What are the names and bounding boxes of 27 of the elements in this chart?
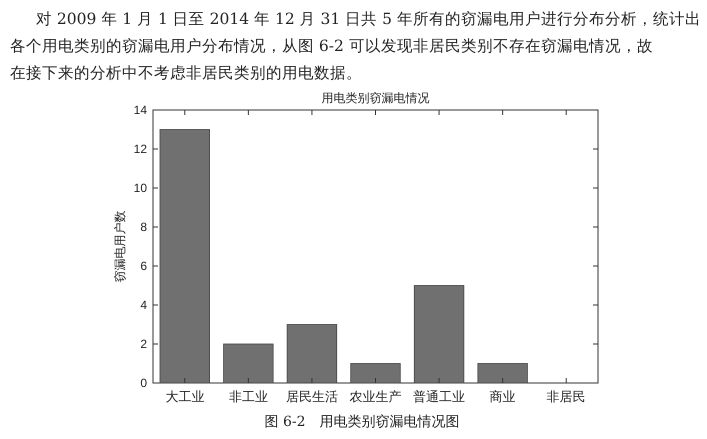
y-tick-label: 0 bbox=[140, 376, 148, 390]
bar bbox=[350, 363, 401, 384]
text: 各个用电类别的窃漏电用户分布情况，从图 6-2 可以发现非居民类别不存在窃漏电情况，故 bbox=[10, 37, 653, 55]
bar bbox=[477, 363, 528, 384]
bar bbox=[223, 344, 274, 384]
y-tick-label: 8 bbox=[140, 220, 148, 234]
text: 在接下来的分析中不考虑非居民类别的用电数据。 bbox=[10, 64, 362, 82]
y-tick-label: 2 bbox=[140, 337, 148, 351]
caption: 图 6-2 用电类别窃漏电情况图 bbox=[264, 414, 460, 430]
bar bbox=[160, 129, 210, 384]
y-tick-label: 10 bbox=[134, 181, 148, 195]
x-tick-label: 居民生活 bbox=[286, 390, 338, 405]
y-tick-label: 4 bbox=[140, 298, 148, 312]
x-tick-label: 大工业 bbox=[165, 390, 204, 405]
chart-title: 用电类别窃漏电情况 bbox=[322, 91, 430, 105]
x-tick-label: 非居民 bbox=[546, 390, 586, 405]
y-tick-label: 6 bbox=[140, 259, 148, 273]
bar bbox=[286, 324, 338, 384]
y-tick-label: 12 bbox=[134, 142, 148, 156]
x-tick-label: 农业生产 bbox=[350, 390, 402, 405]
text: 对 2009 年 1 月 1 日至 2014 年 12 月 31 日共 5 年所有的窃漏电用户进行分布分析，统计出 bbox=[36, 10, 701, 28]
y-axis-title: 窃漏电用户数 bbox=[113, 210, 127, 282]
x-tick-label: 非工业 bbox=[228, 390, 268, 405]
x-tick-label: 商业 bbox=[490, 390, 516, 405]
x-tick-label: 普通工业 bbox=[413, 389, 466, 405]
bar bbox=[414, 285, 464, 384]
y-tick-label: 14 bbox=[134, 103, 148, 117]
